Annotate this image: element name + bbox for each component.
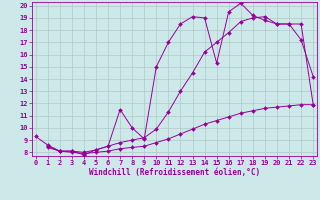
X-axis label: Windchill (Refroidissement éolien,°C): Windchill (Refroidissement éolien,°C) — [89, 168, 260, 177]
